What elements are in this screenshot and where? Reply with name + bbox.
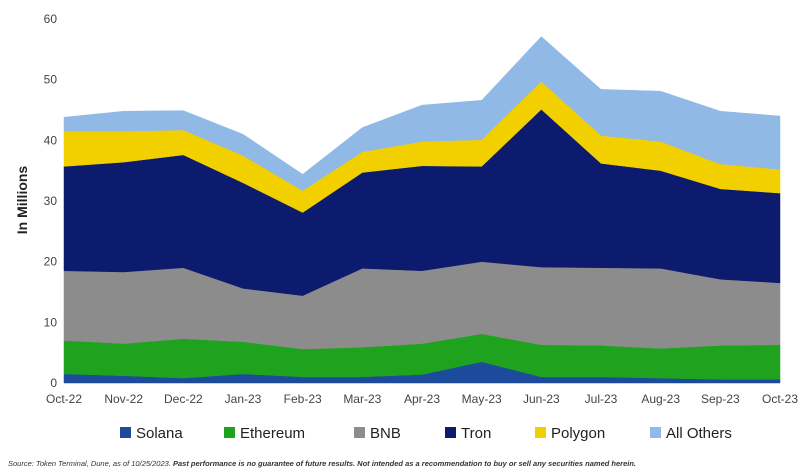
legend-label: BNB [370, 425, 401, 442]
legend-swatch [354, 427, 365, 438]
footnote: Source: Token Terminal, Dune, as of 10/2… [8, 459, 636, 468]
area-bnb [63, 261, 781, 350]
legend-swatch [120, 427, 131, 438]
y-tick-label: 0 [50, 376, 57, 390]
legend-label: All Others [666, 425, 732, 442]
source-note: Source: Token Terminal, Dune, as of 10/2… [8, 459, 173, 468]
disclaimer: Past performance is no guarantee of futu… [172, 459, 637, 468]
legend-item-tron: Tron [445, 425, 491, 442]
x-tick-label: Dec-22 [164, 392, 203, 406]
legend-label: Polygon [551, 425, 605, 442]
x-axis-ticks: Oct-22 Nov-22 Dec-22 Jan-23 Feb-23 Mar-23 Apr-… [46, 392, 798, 406]
legend-label: Tron [461, 425, 491, 442]
y-tick-label: 50 [44, 73, 58, 87]
legend-swatch [650, 427, 661, 438]
x-tick-label: Jul-23 [585, 392, 618, 406]
y-axis-label: In Millions [14, 166, 30, 235]
y-tick-label: 60 [44, 12, 58, 26]
y-axis-ticks: 0 10 20 30 40 50 60 [44, 12, 58, 390]
legend-item-polygon: Polygon [535, 425, 605, 442]
y-tick-label: 20 [44, 255, 58, 269]
y-tick-label: 30 [44, 194, 58, 208]
x-tick-label: Apr-23 [404, 392, 440, 406]
area-layers [63, 36, 781, 384]
legend-swatch [445, 427, 456, 438]
legend-swatch [535, 427, 546, 438]
x-tick-label: Mar-23 [343, 392, 381, 406]
x-tick-label: Oct-23 [762, 392, 798, 406]
legend-item-bnb: BNB [354, 425, 401, 442]
x-tick-label: Jan-23 [225, 392, 262, 406]
legend-label: Solana [136, 425, 183, 442]
legend-label: Ethereum [240, 425, 305, 442]
x-tick-label: Jun-23 [523, 392, 560, 406]
x-tick-label: Sep-23 [701, 392, 740, 406]
legend-item-ethereum: Ethereum [224, 425, 305, 442]
area-all-others [63, 36, 781, 191]
y-tick-label: 10 [44, 315, 58, 329]
legend-item-solana: Solana [120, 425, 183, 442]
x-tick-label: Nov-22 [104, 392, 143, 406]
legend-item-all-others: All Others [650, 425, 732, 442]
x-tick-label: May-23 [462, 392, 502, 406]
x-tick-label: Feb-23 [284, 392, 322, 406]
y-tick-label: 40 [44, 133, 58, 147]
legend-swatch [224, 427, 235, 438]
x-tick-label: Oct-22 [46, 392, 82, 406]
legend: Solana Ethereum BNB Tron Polygon All Others [120, 425, 732, 442]
x-tick-label: Aug-23 [641, 392, 680, 406]
